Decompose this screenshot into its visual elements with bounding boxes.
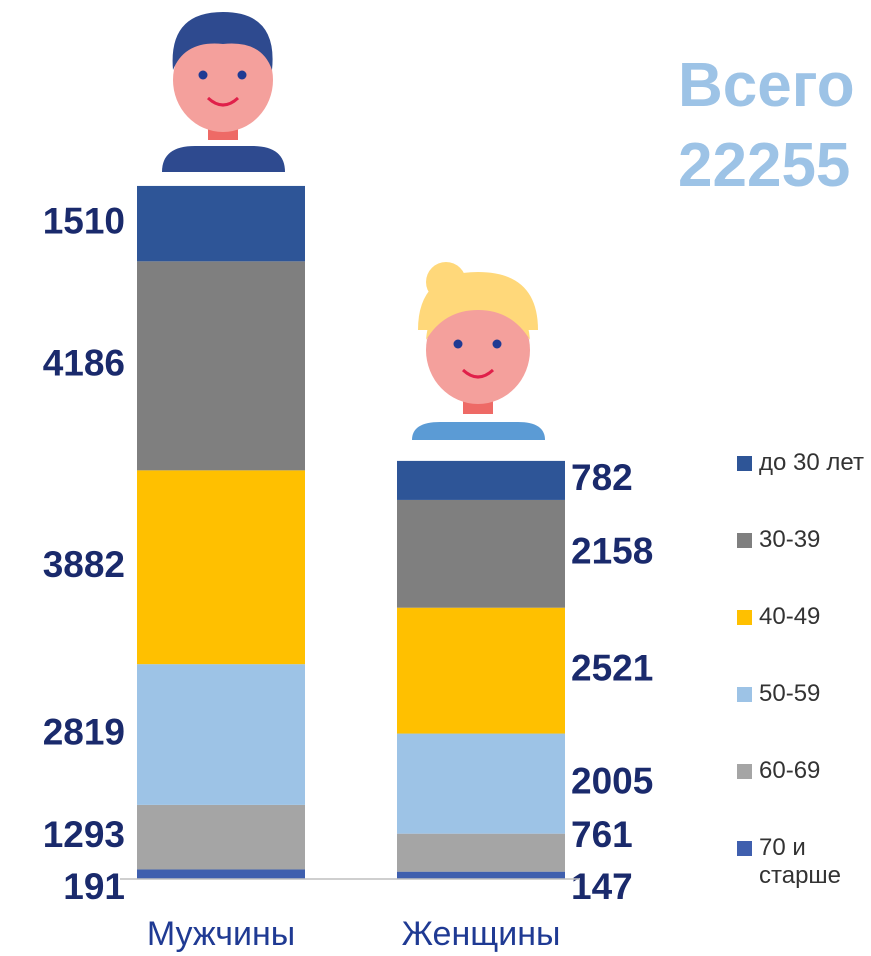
value-label: 2819: [43, 711, 125, 752]
value-label: 2158: [571, 531, 653, 572]
man-icon: [162, 12, 285, 172]
bar-segment: [397, 499, 565, 608]
legend-label: 40-49: [759, 603, 821, 630]
bar-segment: [397, 871, 565, 879]
value-label: 147: [571, 866, 633, 907]
bar-segment: [397, 460, 565, 500]
bar-segment: [137, 470, 305, 665]
value-label: 782: [571, 457, 633, 498]
value-label: 761: [571, 814, 633, 855]
bar-segment: [397, 607, 565, 734]
bar-segment: [137, 869, 305, 879]
legend-item: 70 и старше: [737, 834, 869, 890]
legend-item: 60-69: [737, 757, 869, 785]
legend-swatch: [737, 610, 752, 625]
value-label: 1293: [43, 814, 125, 855]
value-label: 2005: [571, 760, 653, 801]
bar-segment: [137, 185, 305, 262]
legend-swatch: [737, 533, 752, 548]
legend-item: 40-49: [737, 603, 869, 631]
bar-segment: [397, 833, 565, 872]
legend-item: 30-39: [737, 526, 869, 554]
legend-item: до 30 лет: [737, 449, 869, 477]
value-label: 4186: [43, 343, 125, 384]
value-label: 191: [63, 866, 125, 907]
bar-segment: [137, 261, 305, 471]
legend-swatch: [737, 841, 752, 856]
legend-item: 50-59: [737, 680, 869, 708]
woman-icon: [412, 262, 545, 440]
legend-label: 60-69: [759, 757, 821, 784]
legend-label: 50-59: [759, 680, 821, 707]
value-label: 2521: [571, 647, 653, 688]
legend-label: 30-39: [759, 526, 821, 553]
legend-label: до 30 лет: [759, 449, 864, 476]
legend-swatch: [737, 687, 752, 702]
bar-segment: [397, 733, 565, 834]
bar-segment: [137, 804, 305, 870]
legend-label: 70 и старше: [759, 834, 842, 889]
value-label: 3882: [43, 544, 125, 585]
legend-swatch: [737, 456, 752, 471]
chart-title: Всего 22255: [678, 51, 855, 200]
category-label: Женщины: [402, 915, 561, 953]
legend-swatch: [737, 764, 752, 779]
bar-segment: [137, 664, 305, 805]
category-label: Мужчины: [147, 915, 295, 953]
value-label: 1510: [43, 200, 125, 241]
